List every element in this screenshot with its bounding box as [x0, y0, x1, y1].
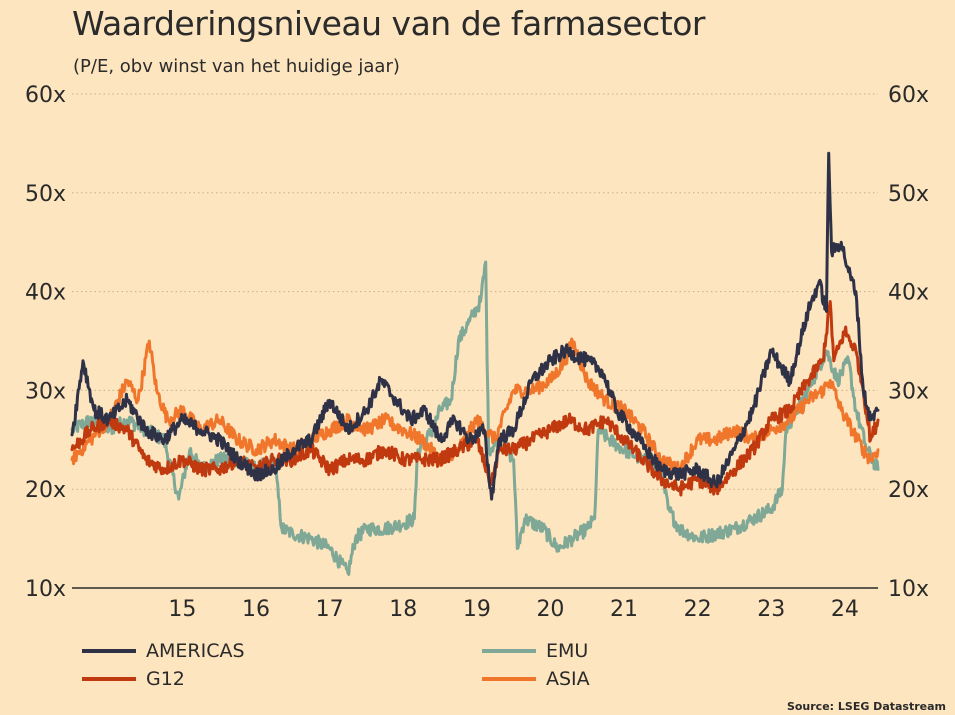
legend-label-g12: G12	[146, 668, 185, 690]
x-tick-23: 23	[757, 597, 785, 622]
y-tick-right-50: 50x	[888, 182, 929, 207]
y-tick-right-40: 40x	[888, 281, 929, 306]
source-note: Source: LSEG Datastream	[786, 700, 946, 713]
legend-label-emu: EMU	[546, 640, 589, 662]
x-tick-20: 20	[536, 597, 564, 622]
y-axis-left-ticks: 10x 20x 30x 40x 50x 60x	[25, 83, 66, 602]
x-tick-19: 19	[463, 597, 491, 622]
y-axis-right-ticks: 10x 20x 30x 40x 50x 60x	[888, 83, 929, 602]
series-line-americas	[70, 151, 880, 501]
y-tick-right-20: 20x	[888, 478, 929, 503]
chart-title: Waarderingsniveau van de farmasector	[72, 4, 705, 43]
legend-swatch-emu	[482, 649, 536, 653]
x-axis-ticks: 15 16 17 18 19 20 21 22 23 24	[168, 597, 858, 622]
y-tick-left-40: 40x	[25, 281, 66, 306]
x-tick-17: 17	[316, 597, 344, 622]
y-tick-left-10: 10x	[25, 577, 66, 602]
legend-swatch-g12	[82, 677, 136, 681]
legend-item-emu: EMU	[482, 640, 588, 662]
legend-swatch-americas	[82, 649, 136, 653]
legend-item-asia: ASIA	[482, 668, 590, 690]
x-tick-24: 24	[831, 597, 859, 622]
legend-label-americas: AMERICAS	[146, 640, 245, 662]
legend-swatch-asia	[482, 677, 536, 681]
x-tick-22: 22	[684, 597, 712, 622]
grid-lines	[72, 93, 878, 490]
x-tick-21: 21	[610, 597, 638, 622]
series-lines	[70, 151, 880, 576]
y-tick-left-60: 60x	[25, 83, 66, 108]
y-tick-right-30: 30x	[888, 379, 929, 404]
chart-subtitle: (P/E, obv winst van het huidige jaar)	[73, 56, 400, 77]
legend-item-g12: G12	[82, 668, 185, 690]
y-tick-right-60: 60x	[888, 83, 929, 108]
x-tick-16: 16	[242, 597, 270, 622]
y-tick-left-20: 20x	[25, 478, 66, 503]
x-tick-18: 18	[389, 597, 417, 622]
legend-label-asia: ASIA	[546, 668, 590, 690]
y-tick-right-10: 10x	[888, 577, 929, 602]
y-tick-left-30: 30x	[25, 379, 66, 404]
legend: AMERICAS G12 EMU ASIA	[82, 640, 642, 696]
x-tick-15: 15	[168, 597, 196, 622]
y-tick-left-50: 50x	[25, 182, 66, 207]
legend-item-americas: AMERICAS	[82, 640, 245, 662]
